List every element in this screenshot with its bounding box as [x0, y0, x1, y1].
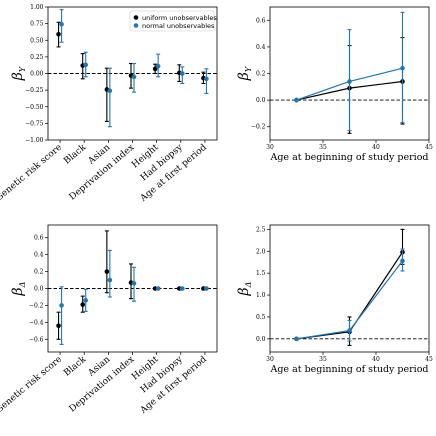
- data-point: [59, 303, 64, 308]
- y-tick-label: 0.2: [256, 71, 266, 78]
- data-point: [59, 21, 64, 27]
- data-point: [80, 302, 86, 307]
- data-point: [104, 269, 110, 274]
- y-axis-label-subscript: Δ: [244, 282, 253, 289]
- y-tick-label: −0.50: [25, 104, 44, 111]
- y-tick-label: 0.4: [256, 44, 266, 51]
- y-axis-label-subscript: Y: [244, 66, 253, 72]
- y-tick-label: −0.75: [25, 120, 44, 127]
- series-normal: [59, 249, 209, 345]
- data-point: [347, 79, 352, 84]
- series-normal: [294, 11, 405, 132]
- y-axis-label-subscript: Y: [18, 66, 27, 72]
- data-point: [83, 298, 89, 303]
- data-point: [131, 74, 137, 80]
- data-point: [294, 336, 299, 342]
- legend-marker: [133, 23, 139, 28]
- legend-box: [129, 10, 215, 32]
- y-tick-label: 1.00: [30, 4, 44, 11]
- y-tick-label: 0.0: [256, 97, 266, 104]
- x-category-label: Genetic risk score: [0, 143, 64, 204]
- y-tick-label: −0.2: [251, 124, 266, 131]
- data-point: [400, 65, 405, 71]
- y-axis-label-subscript: Δ: [18, 282, 27, 289]
- data-point: [155, 63, 161, 69]
- y-axis-label-main: β: [236, 287, 252, 296]
- x-tick-label: 45: [425, 356, 433, 363]
- data-point: [179, 71, 185, 76]
- x-category-label: Genetic risk score: [0, 355, 64, 416]
- x-tick-label: 35: [319, 144, 327, 151]
- x-tick-label: 30: [266, 144, 274, 151]
- data-point: [155, 286, 161, 291]
- axes-frame: [269, 224, 430, 353]
- y-tick-label: 0.00: [30, 71, 44, 78]
- legend-label: uniform unobservables: [142, 14, 217, 22]
- y-tick-label: 0.0: [256, 336, 266, 343]
- x-axis-label: Age at beginning of study period: [269, 152, 428, 163]
- series-normal: [59, 9, 209, 128]
- y-tick-label: 1.5: [256, 270, 266, 277]
- x-tick-label: 45: [425, 144, 433, 151]
- x-category-label: Black: [62, 354, 88, 378]
- y-tick-label: 0.5: [256, 314, 266, 321]
- y-axis-label: βΔ: [236, 282, 253, 297]
- y-tick-label: 0.6: [34, 235, 44, 242]
- y-tick-label: 0.25: [30, 54, 44, 61]
- y-tick-label: 1.0: [256, 292, 266, 299]
- data-point: [56, 31, 61, 37]
- y-tick-label: −1.00: [25, 137, 44, 144]
- data-point: [179, 286, 185, 291]
- data-point: [131, 281, 137, 286]
- data-point: [400, 258, 405, 264]
- y-axis-label-main: β: [236, 72, 252, 81]
- data-point: [204, 286, 209, 291]
- y-tick-label: 2.5: [256, 226, 266, 233]
- y-tick-label: −0.25: [25, 87, 44, 94]
- y-tick-label: 0.0: [34, 286, 44, 293]
- series-uniform: [56, 230, 206, 340]
- y-tick-label: 0.50: [30, 37, 44, 44]
- y-axis-label-main: β: [10, 72, 26, 81]
- data-point: [83, 62, 89, 68]
- y-axis-label: βΔ: [10, 282, 27, 297]
- y-axis-label-main: β: [10, 287, 26, 296]
- y-tick-label: −0.6: [29, 336, 44, 343]
- y-tick-label: −0.4: [29, 319, 44, 326]
- data-point: [294, 97, 299, 103]
- chart-panel-3: 0.6 0.4 0.2 0.0 −0.2 −0.4 −0.6 βΔ Genetic risk s…: [0, 224, 218, 416]
- x-tick-label: 35: [319, 356, 327, 363]
- y-tick-label: 2.0: [256, 248, 266, 255]
- legend-marker: [133, 15, 139, 20]
- x-tick-label: 40: [372, 356, 380, 363]
- y-axis-label: βY: [10, 66, 27, 81]
- x-axis-label: Age at beginning of study period: [269, 364, 428, 375]
- data-point: [56, 323, 61, 329]
- legend-label: normal unobservables: [142, 22, 215, 30]
- y-tick-label: 0.75: [30, 21, 44, 28]
- series-uniform: [56, 21, 206, 122]
- data-point: [204, 76, 209, 82]
- y-tick-label: 0.2: [34, 269, 44, 276]
- data-point: [107, 277, 113, 283]
- series-normal: [294, 248, 405, 342]
- y-axis-label: βY: [236, 66, 253, 81]
- data-point: [107, 88, 113, 94]
- y-tick-label: −0.2: [29, 302, 44, 309]
- data-point: [152, 66, 158, 72]
- y-tick-label: 0.6: [256, 17, 266, 24]
- x-tick-label: 40: [372, 144, 380, 151]
- chart-panel-1: 1.00 0.75 0.50 0.25 0.00 −0.25 −0.50 −0.75 −1.00…: [0, 4, 217, 204]
- x-tick-label: 30: [266, 356, 274, 363]
- data-point: [347, 328, 352, 333]
- x-category-label: Black: [62, 142, 88, 166]
- y-tick-label: 0.4: [34, 252, 44, 259]
